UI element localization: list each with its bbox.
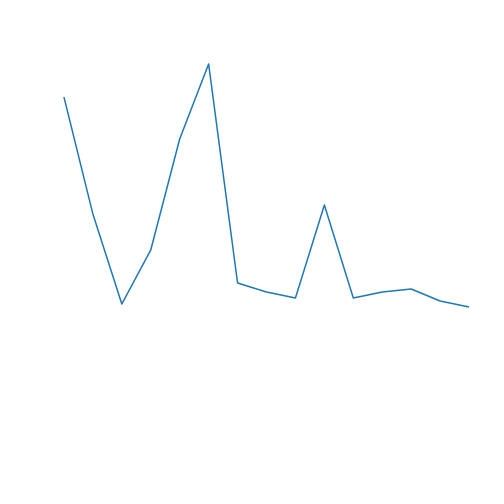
data-point (62, 95, 66, 99)
data-point (409, 287, 413, 291)
data-point (236, 281, 240, 285)
series-layer (62, 62, 471, 309)
data-point (265, 290, 269, 294)
data-point (380, 290, 384, 294)
data-point (149, 248, 153, 252)
data-point (322, 203, 326, 207)
data-point (467, 305, 471, 309)
data-point (178, 137, 182, 141)
data-point (120, 302, 124, 306)
data-point (91, 212, 95, 216)
data-point (207, 62, 211, 66)
series-line-0 (63, 63, 470, 308)
data-point (351, 296, 355, 300)
data-point (438, 299, 442, 303)
data-point (293, 296, 297, 300)
